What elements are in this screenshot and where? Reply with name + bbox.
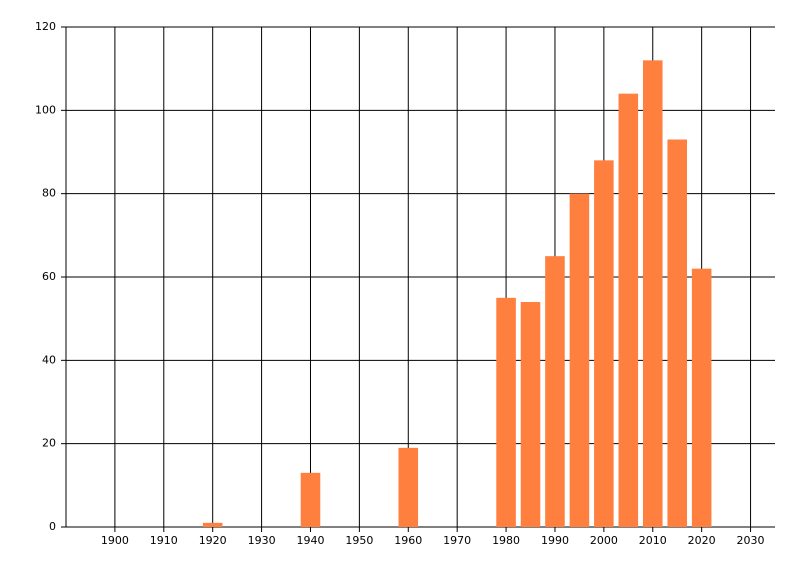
y-tick-label: 40	[42, 353, 56, 366]
bar	[202, 522, 223, 527]
x-tick-label: 1970	[443, 534, 471, 547]
x-tick-label: 1960	[394, 534, 422, 547]
bar	[300, 472, 321, 527]
bar	[667, 139, 687, 527]
x-tick-label: 1990	[541, 534, 569, 547]
x-tick-label: 1950	[345, 534, 373, 547]
bar	[398, 447, 419, 527]
x-tick-label: 2000	[590, 534, 618, 547]
x-tick-label: 1900	[101, 534, 129, 547]
x-tick-label: 1920	[199, 534, 227, 547]
x-tick-label: 1910	[150, 534, 178, 547]
x-tick-label: 2010	[639, 534, 667, 547]
bar	[520, 302, 541, 527]
y-tick-label: 0	[49, 520, 56, 533]
x-tick-label: 2020	[688, 534, 716, 547]
bar	[691, 268, 712, 527]
y-tick-label: 60	[42, 270, 56, 283]
bar	[545, 256, 565, 527]
x-tick-label: 1980	[492, 534, 520, 547]
y-tick-label: 20	[42, 437, 56, 450]
x-tick-label: 1940	[296, 534, 324, 547]
bar	[496, 297, 516, 527]
x-tick-label: 1930	[248, 534, 276, 547]
y-tick-label: 80	[42, 187, 56, 200]
y-tick-label: 120	[35, 20, 56, 33]
bar	[594, 160, 614, 528]
bar	[618, 93, 639, 528]
bar	[569, 193, 590, 527]
bar	[642, 60, 663, 527]
y-tick-label: 100	[35, 103, 56, 116]
x-tick-label: 2030	[737, 534, 765, 547]
